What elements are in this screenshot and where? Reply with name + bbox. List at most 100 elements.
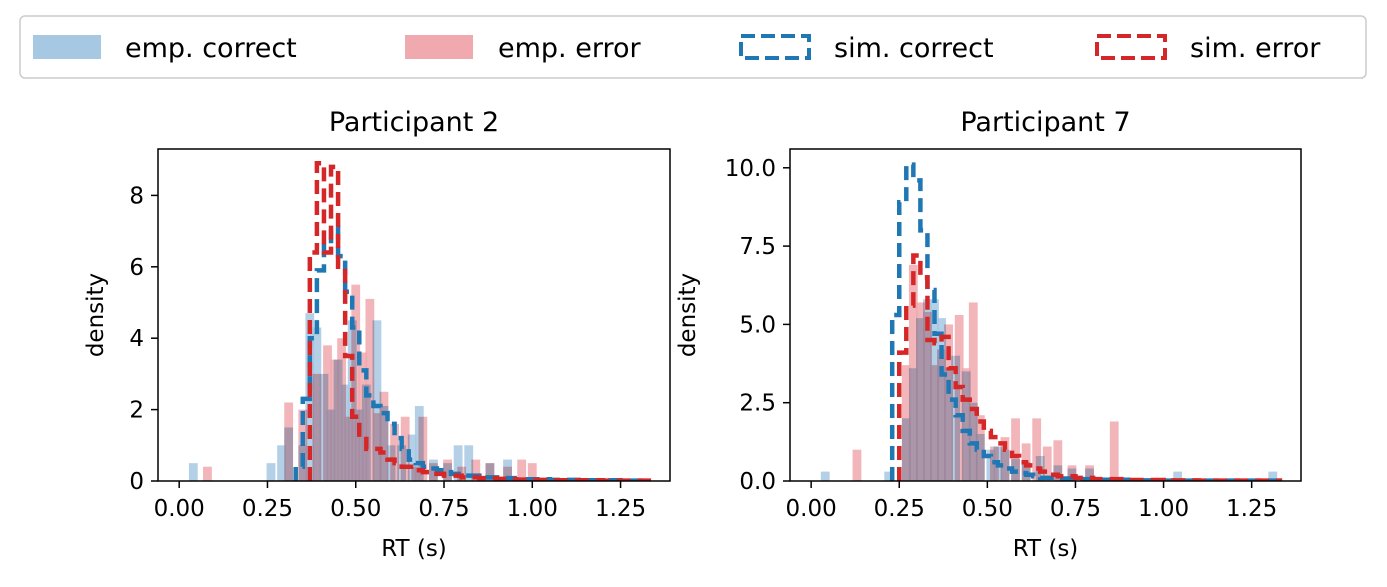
- legend-entry-sim-error: sim. error: [1095, 33, 1321, 64]
- bar-emp-error-20: [1085, 465, 1094, 481]
- bar-emp-error-4: [323, 345, 332, 481]
- bar-emp-error-19: [1067, 465, 1077, 481]
- y-axis: 0 2 4 6 8: [129, 183, 158, 495]
- bar-emp-error-18: [443, 459, 452, 481]
- y-tick-label-0: 0.0: [739, 469, 776, 495]
- y-tick-label-2: 5.0: [739, 312, 776, 338]
- bar-emp-error-6: [337, 338, 347, 481]
- bar-emp-correct-22: [1173, 471, 1183, 481]
- legend-label-emp-error: emp. error: [498, 33, 641, 64]
- series-emp-error: [203, 284, 537, 481]
- y-tick-label-2: 4: [129, 326, 144, 352]
- bar-emp-error-17: [429, 463, 438, 481]
- bar-emp-correct-14: [372, 320, 382, 481]
- y-axis: 0.0 2.5 5.0 7.5 10.0: [725, 156, 790, 495]
- bar-emp-error-11: [975, 415, 985, 481]
- legend-label-emp-correct: emp. correct: [125, 33, 297, 64]
- plot-area: [188, 161, 652, 481]
- bar-emp-error-3: [312, 373, 322, 481]
- y-axis-label: density: [675, 273, 701, 357]
- bar-emp-error-8: [351, 284, 361, 481]
- legend-swatch-sim-error: [1095, 34, 1167, 60]
- bar-emp-correct-0: [820, 471, 830, 481]
- bar-emp-error-22: [503, 466, 512, 481]
- panel-participant-7: Participant 70.00 0.25 0.50 0.75 1.00 1.250.0…: [675, 107, 1302, 562]
- bar-emp-correct-1: [266, 463, 276, 481]
- bar-emp-error-5: [330, 359, 339, 481]
- y-tick-label-3: 6: [129, 255, 144, 281]
- bar-emp-error-10: [968, 302, 978, 481]
- x-tick-label-4: 1.00: [507, 496, 558, 522]
- x-axis-label: RT (s): [381, 536, 447, 562]
- x-axis-label: RT (s): [1013, 536, 1079, 562]
- bar-emp-error-16: [1032, 418, 1042, 481]
- x-tick-label-1: 0.25: [874, 496, 925, 522]
- bar-emp-error-6: [937, 349, 946, 481]
- y-tick-label-4: 10.0: [725, 156, 776, 182]
- bar-emp-error-23: [517, 459, 527, 481]
- bar-emp-correct-2: [277, 445, 286, 481]
- line-sim-error: [896, 253, 1283, 481]
- x-axis: 0.00 0.25 0.50 0.75 1.00 1.25: [154, 481, 646, 522]
- plot-frame: [157, 148, 671, 482]
- legend-swatch-emp-error: [405, 35, 473, 59]
- x-tick-label-3: 0.75: [418, 496, 469, 522]
- bar-emp-error-9: [358, 352, 368, 481]
- plot-area: [820, 162, 1283, 481]
- panel-participant-2: Participant 2 0.00 0.25 0.50 0.75 1.00 1.25 0 2 4…: [83, 107, 671, 562]
- bar-emp-error-7: [944, 324, 953, 481]
- panel-title: Participant 2: [329, 107, 499, 138]
- bar-emp-error-10: [365, 298, 375, 481]
- y-tick-label-1: 2.5: [739, 391, 776, 417]
- x-tick-label-2: 0.50: [962, 496, 1013, 522]
- bar-emp-error-13: [390, 423, 399, 481]
- x-tick-label-5: 1.25: [1226, 496, 1277, 522]
- bar-emp-error-21: [485, 463, 495, 481]
- bar-emp-error-1: [284, 402, 294, 481]
- bar-emp-error-5: [930, 365, 939, 481]
- bar-emp-correct-0: [188, 463, 198, 481]
- bar-emp-correct-23: [464, 445, 474, 481]
- legend-label-sim-error: sim. error: [1190, 33, 1321, 64]
- line-sim-error: [307, 161, 652, 481]
- bar-emp-error-13: [1000, 437, 1010, 481]
- bar-emp-error-2: [908, 264, 918, 481]
- bar-emp-error-9: [961, 368, 971, 481]
- bar-emp-correct-23: [1268, 471, 1278, 481]
- x-axis: 0.00 0.25 0.50 0.75 1.00 1.25: [786, 481, 1277, 522]
- x-tick-label-0: 0.00: [154, 496, 205, 522]
- legend-frame: [19, 15, 1367, 79]
- bar-emp-error-17: [1042, 446, 1052, 481]
- y-tick-label-4: 8: [129, 183, 144, 209]
- legend-swatch-sim-correct: [739, 34, 811, 60]
- bar-emp-correct-1: [884, 471, 894, 481]
- bar-emp-error-4: [923, 311, 932, 481]
- bar-emp-error-14: [1011, 418, 1020, 481]
- x-tick-label-2: 0.50: [330, 496, 381, 522]
- legend-swatch-emp-correct: [33, 35, 101, 59]
- legend-entry-emp-correct: emp. correct: [33, 33, 297, 64]
- bar-emp-error-1: [901, 365, 911, 481]
- bar-emp-correct-22: [453, 445, 463, 481]
- x-tick-label-4: 1.00: [1138, 496, 1189, 522]
- bar-emp-error-7: [344, 416, 354, 481]
- legend-entry-emp-error: emp. error: [405, 33, 641, 64]
- plot-frame: [789, 148, 1302, 482]
- bar-emp-error-24: [527, 463, 537, 481]
- y-tick-label-0: 0: [129, 469, 144, 495]
- x-tick-label-0: 0.00: [786, 496, 837, 522]
- x-tick-label-3: 0.75: [1050, 496, 1101, 522]
- bar-emp-error-21: [1109, 421, 1119, 481]
- panel-title: Participant 7: [960, 107, 1130, 138]
- bar-emp-error-0: [852, 449, 862, 481]
- y-axis-label: density: [83, 273, 109, 357]
- bar-emp-error-20: [471, 459, 481, 481]
- bar-emp-error-16: [418, 416, 428, 481]
- bar-emp-error-12: [379, 391, 389, 481]
- bar-emp-error-0: [203, 466, 212, 481]
- bar-emp-error-15: [411, 466, 421, 481]
- bar-emp-error-8: [954, 315, 964, 481]
- y-tick-label-3: 7.5: [739, 234, 776, 260]
- bar-emp-correct-18: [407, 434, 417, 481]
